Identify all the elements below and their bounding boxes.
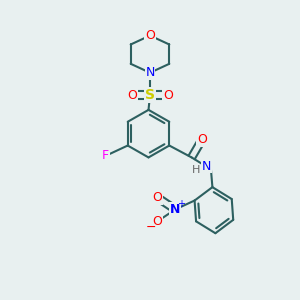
Text: H: H	[192, 165, 200, 175]
Text: O: O	[152, 191, 162, 204]
Text: N: N	[145, 66, 155, 79]
Text: O: O	[197, 133, 207, 146]
Text: N: N	[170, 203, 181, 216]
Text: F: F	[102, 149, 109, 162]
Text: O: O	[152, 215, 162, 228]
Text: N: N	[202, 160, 211, 173]
Text: O: O	[145, 29, 155, 42]
Text: +: +	[177, 199, 184, 209]
Text: O: O	[127, 88, 137, 101]
Text: −: −	[146, 221, 156, 234]
Text: S: S	[145, 88, 155, 102]
Text: O: O	[163, 88, 173, 101]
